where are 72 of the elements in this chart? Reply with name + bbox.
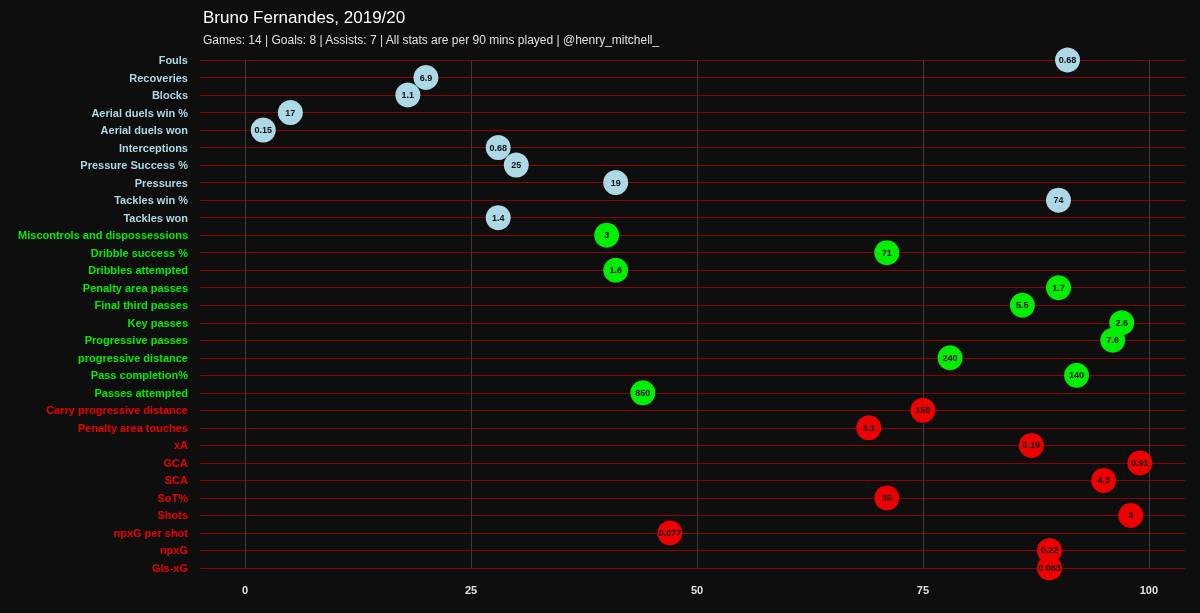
y-tick-label: Final third passes <box>94 299 188 312</box>
annotation: 71 <box>881 247 892 258</box>
annotation: 3 <box>1128 510 1134 521</box>
y-tick-label: Dribble success % <box>90 246 189 259</box>
y-tick-label: Progressive passes <box>84 334 188 347</box>
annotation: 0.68 <box>489 142 507 153</box>
y-tick-label: GCA <box>163 456 189 469</box>
annotation: 0.077 <box>658 527 682 538</box>
x-tick-label: 25 <box>464 583 478 596</box>
y-tick-label: Shots <box>157 509 188 522</box>
annotation: 7.6 <box>1106 335 1119 346</box>
x-tick-label: 75 <box>916 583 930 596</box>
point <box>1046 187 1071 213</box>
y-tick-label: Carry progressive distance <box>46 404 188 417</box>
annotation: 140 <box>1069 370 1085 381</box>
point <box>874 240 900 266</box>
y-tick-label: Penalty area passes <box>82 281 188 294</box>
y-tick-label: Recoveries <box>129 71 188 84</box>
x-tick-label: 100 <box>1139 583 1159 596</box>
y-tick-label: SCA <box>164 474 189 487</box>
y-tick-label: Penalty area touches <box>77 421 188 434</box>
y-tick-label: Blocks <box>151 89 188 102</box>
annotation: 0.19 <box>1022 440 1041 451</box>
annotation: 3 <box>604 230 610 241</box>
annotation: 74 <box>1053 195 1064 206</box>
annotation: 6.9 <box>419 72 433 83</box>
annotation: 0.68 <box>1058 55 1077 65</box>
annotation: 1.7 <box>1052 282 1065 293</box>
y-tick-label: Tackles win % <box>114 194 189 207</box>
y-tick-label: Pressures <box>134 176 188 189</box>
x-tick-label: 0 <box>242 583 249 596</box>
annotation: 19 <box>610 177 621 188</box>
chart-subtitle: Games: 14 | Goals: 8 | Assists: 7 | All stats are per 90 mins played | @henry_mitchell_ <box>203 33 660 47</box>
y-tick-label: npxG <box>159 544 188 557</box>
point <box>277 100 303 126</box>
annotation: 2.6 <box>1115 317 1128 328</box>
annotation: 1.4 <box>491 212 505 223</box>
y-tick-label: Dribbles attempted <box>88 264 188 277</box>
annotation: 17 <box>285 107 296 118</box>
point <box>594 222 620 248</box>
y-tick-label: Miscontrols and dispossessions <box>18 229 188 242</box>
x-tick-label: 50 <box>690 583 704 596</box>
annotation: 0.083 <box>1038 563 1061 573</box>
annotation: 150 <box>915 405 931 416</box>
chart-title: Bruno Fernandes, 2019/20 <box>203 8 406 27</box>
y-tick-label: npxG per shot <box>113 526 189 539</box>
point <box>1118 502 1144 528</box>
annotation: 4.3 <box>1097 475 1110 486</box>
y-tick-label: Passes attempted <box>94 386 188 399</box>
annotation: 0.22 <box>1040 545 1059 556</box>
annotation: 850 <box>635 387 651 398</box>
annotation: 35 <box>881 492 892 503</box>
y-tick-label: xA <box>173 439 189 452</box>
y-tick-label: Interceptions <box>118 141 188 154</box>
y-tick-label: Aerial duels won <box>100 124 189 137</box>
annotation: 0.91 <box>1131 457 1149 468</box>
y-tick-label: Pressure Success % <box>80 159 189 172</box>
y-tick-label: Key passes <box>127 316 188 329</box>
annotation: 3.1 <box>862 422 875 433</box>
y-tick-label: Tackles won <box>123 211 189 224</box>
annotation: 25 <box>511 160 522 171</box>
annotation: 0.15 <box>254 125 273 136</box>
y-tick-label: Aerial duels win % <box>91 106 189 119</box>
y-tick-label: SoT% <box>157 491 189 504</box>
annotation: 1.1 <box>401 90 415 101</box>
y-tick-label: Gls-xG <box>151 562 188 574</box>
annotation: 240 <box>942 352 958 363</box>
annotation: 1.6 <box>609 265 622 276</box>
annotation: 5.5 <box>1016 300 1029 311</box>
y-tick-label: Fouls <box>158 54 188 66</box>
y-tick-label: progressive distance <box>77 351 188 364</box>
y-tick-label: Pass completion% <box>90 369 189 382</box>
